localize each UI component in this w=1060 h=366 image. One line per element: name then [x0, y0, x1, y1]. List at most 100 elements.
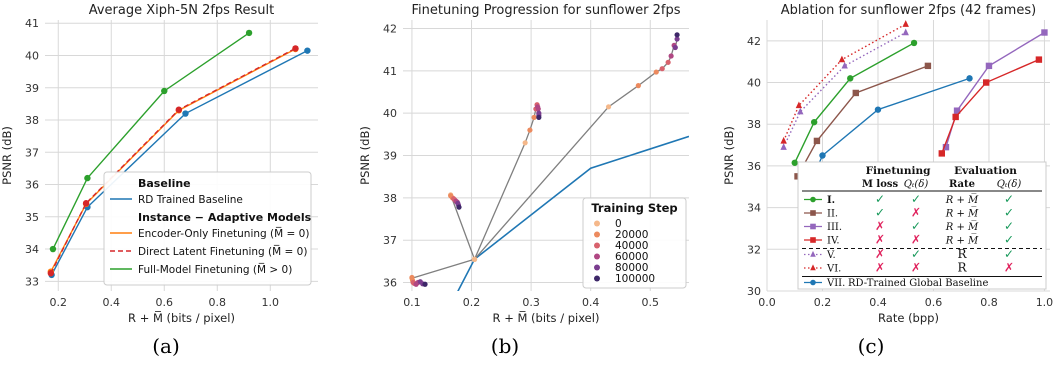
chart-b-xtick-label: 0.3 [522, 296, 540, 309]
chart-a-ytick-label: 37 [25, 146, 39, 159]
caption-b: (b) [490, 334, 520, 358]
chart-b-legend-title: Training Step [591, 201, 677, 215]
chart-c-ylabel: PSNR (dB) [722, 126, 736, 185]
chart-c-table-cell: R + M̅ [945, 221, 979, 233]
chart-c-table-swatch-marker [810, 279, 816, 286]
chart-c-table-cell: ✗ [911, 233, 921, 247]
chart-c-series-i-point [810, 118, 818, 126]
chart-b-point [674, 32, 680, 38]
caption-c: (c) [857, 334, 885, 358]
chart-c-table-cell: RD-Trained Global Baseline [848, 278, 988, 289]
chart-c-table-cell: ✗ [911, 206, 921, 220]
chart-c-series-i-line [794, 42, 915, 164]
chart-a-legend-entry: Full-Model Finetuning (M̅ > 0) [138, 263, 292, 276]
chart-a-series-3-point [292, 45, 299, 52]
chart-c-table-swatch-marker [810, 196, 816, 203]
chart-b-legend-entry: 40000 [615, 240, 648, 252]
chart-a-ytick-label: 34 [25, 243, 39, 256]
chart-c-table-cell: ✓ [1004, 206, 1014, 220]
chart-b-legend-swatch [594, 264, 600, 271]
chart-c-series-vii-point [966, 75, 973, 82]
chart-a-ytick-label: 33 [25, 275, 39, 288]
chart-c-ytick-label: 34 [747, 202, 761, 215]
chart-c-series-ii-point [852, 89, 859, 97]
chart-a-series-1-point [304, 47, 311, 54]
chart-a-legend-entry: RD Trained Baseline [138, 194, 243, 206]
chart-c-table-cell: ✓ [1004, 247, 1014, 261]
chart-c-table-row-label: V. [826, 250, 836, 261]
chart-c-table-cell: R + M̅ [945, 235, 979, 247]
chart-c-title: Ablation for sunflower 2fps (42 frames) [781, 3, 1036, 18]
chart-c-series-vii-point [819, 152, 826, 159]
chart-a-ytick-label: 35 [25, 211, 39, 224]
chart-a-ytick-label: 40 [25, 49, 39, 62]
chart-b-ylabel: PSNR (dB) [358, 126, 372, 185]
chart-c-table-cell: ✓ [875, 206, 885, 220]
chart-c-xtick-label: 0.2 [814, 296, 832, 309]
chart-c-series-vi-point [795, 101, 803, 109]
chart-a-series-3-point [47, 270, 55, 277]
chart-b-legend-swatch [594, 220, 600, 227]
chart-c-table-cell: ✓ [1004, 219, 1014, 233]
chart-c-series-iii-point [942, 143, 950, 151]
chart-a-ytick-label: 41 [25, 17, 39, 30]
chart-c-xtick-label: 0.0 [758, 296, 776, 309]
chart-c-series-v-point [841, 61, 848, 69]
chart-a-legend-entry: Encoder-Only Finetuning (M̅ = 0) [138, 227, 309, 240]
chart-c-table-row-label: VI. [826, 264, 841, 275]
chart-c-table-cell: ✗ [875, 233, 885, 247]
chart-b-legend-swatch [594, 275, 600, 282]
chart-c-table-cell: ✓ [1004, 192, 1014, 206]
chart-c-ytick-label: 30 [747, 285, 761, 298]
chart-c-series-iv-point [982, 79, 990, 86]
chart-b-point [456, 204, 462, 210]
chart-c-series-ii-point [924, 62, 932, 70]
chart-c-table-cell: R [957, 261, 967, 275]
chart-c-table-cell: ✓ [875, 192, 885, 206]
chart-c-series-iv-point [938, 150, 945, 157]
chart-c-series-ii-point [813, 137, 821, 145]
chart-b-point [536, 114, 542, 120]
chart-a-ytick-label: 39 [25, 82, 39, 95]
chart-a-xtick-label: 0.8 [209, 296, 227, 309]
chart-c-table-row-label: III. [827, 222, 842, 233]
chart-b-point [674, 36, 680, 42]
chart-b-ytick-label: 40 [383, 107, 397, 120]
chart-b-xtick-label: 0.1 [403, 296, 421, 309]
chart-b-legend-entry: 80000 [615, 262, 648, 274]
chart-c-table-swatch-marker [810, 264, 816, 271]
caption-a: (a) [152, 334, 180, 358]
chart-c-series-iv-point [952, 113, 959, 121]
chart-c-series-iii-point [1041, 29, 1048, 36]
chart-c-xtick-label: 0.8 [980, 296, 998, 309]
chart-a-xtick-label: 1.0 [262, 296, 280, 309]
chart-b-ytick-label: 39 [383, 150, 397, 163]
chart-c-table-header: Finetuning [866, 165, 931, 177]
chart-c-table-cell: ✗ [875, 247, 885, 261]
chart-a-series-4-line [52, 32, 250, 250]
chart-c-series-iv-point [1035, 56, 1043, 63]
chart-c-table-cell: ✓ [911, 247, 921, 261]
chart-a-ytick-label: 36 [25, 179, 39, 192]
chart-c-ytick-label: 36 [747, 160, 761, 173]
chart-c-xtick-label: 0.4 [869, 296, 887, 309]
chart-b-ytick-label: 36 [383, 277, 397, 290]
chart-c-table-swatch-marker [810, 223, 816, 230]
chart-c-ytick-label: 38 [747, 118, 761, 131]
chart-c-table-swatch-marker [810, 237, 816, 243]
chart-c-series-i-point [910, 39, 918, 47]
chart-c-table-subheader: M loss [862, 179, 899, 190]
chart-b-xtick-label: 0.2 [463, 296, 481, 309]
chart-b-point [605, 104, 612, 110]
chart-b-point [635, 83, 641, 89]
chart-c-series-v-point [797, 107, 804, 115]
chart-b-title: Finetuning Progression for sunflower 2fp… [412, 3, 681, 18]
chart-a-series-4-point [161, 87, 168, 95]
chart-c-xlabel: Rate (bpp) [878, 311, 939, 325]
chart-a-legend-box [103, 171, 312, 286]
chart-b-axes: 0.1 0.2 0.3 0.4 0.5 36 37 38 39 40 41 42 Finetuning … [358, 3, 689, 325]
chart-c-series-vii-point [874, 106, 882, 113]
chart-c-series-v-point [902, 28, 909, 36]
chart-c-table-cell: ✗ [875, 261, 885, 275]
